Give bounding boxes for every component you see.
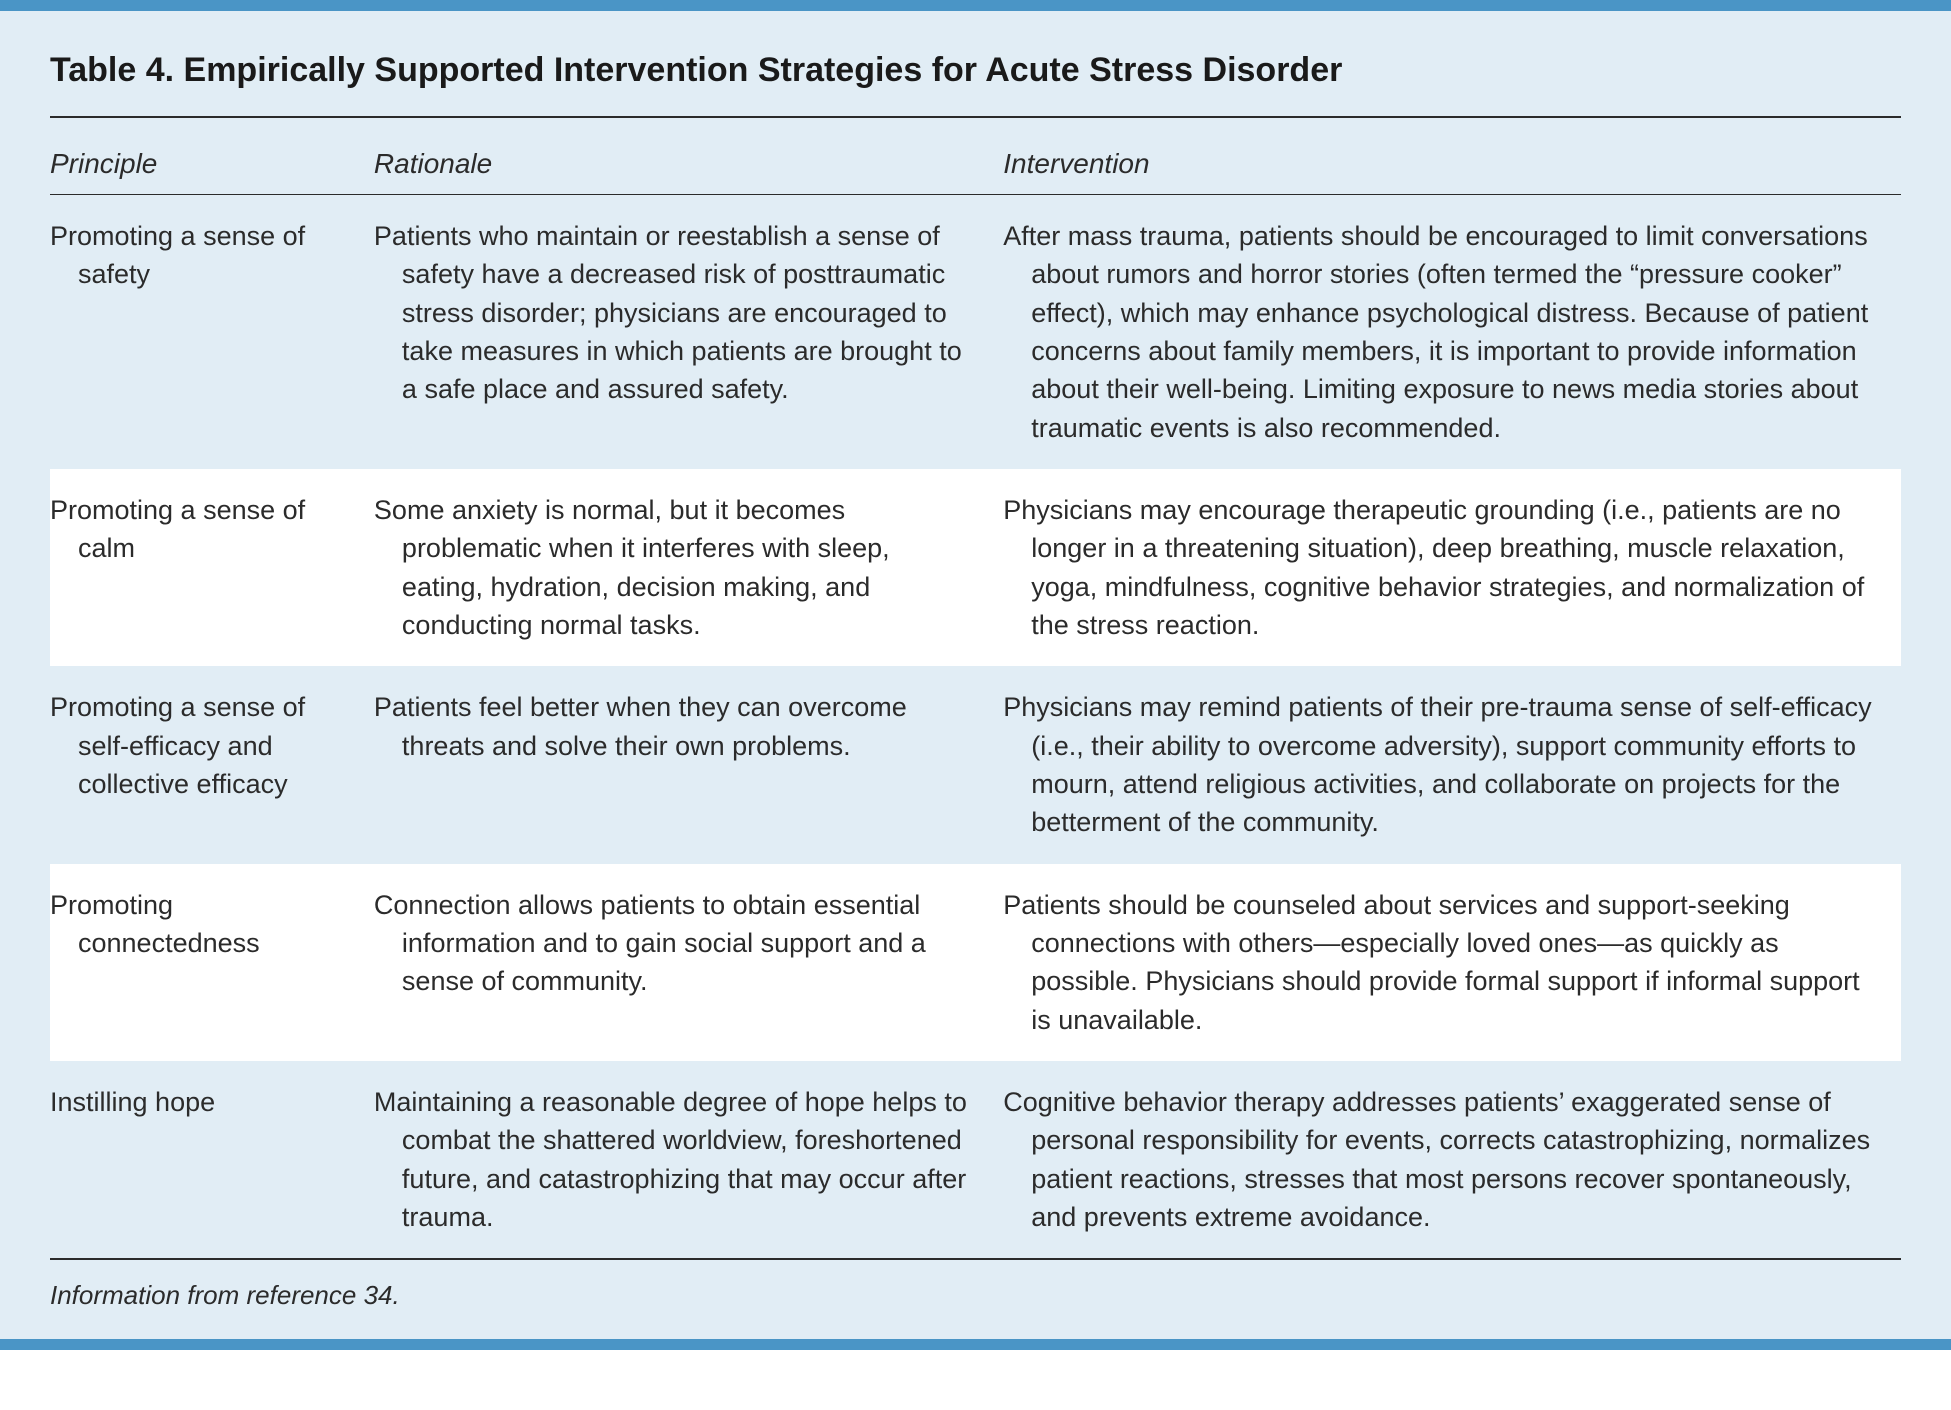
cell-text: Promoting connectedness (50, 886, 348, 963)
cell-rationale: Patients feel better when they can overc… (374, 666, 1003, 863)
table-title: Table 4. Empirically Supported Intervent… (50, 51, 1901, 118)
cell-text: Instilling hope (50, 1083, 348, 1121)
cell-intervention: Physicians may encourage therapeutic gro… (1003, 469, 1901, 666)
table-panel: Table 4. Empirically Supported Intervent… (0, 11, 1951, 1339)
cell-intervention: Cognitive behavior therapy addresses pat… (1003, 1061, 1901, 1259)
cell-text: Connection allows patients to obtain ess… (374, 886, 977, 1001)
cell-text: Cognitive behavior therapy addresses pat… (1003, 1083, 1875, 1236)
table-row: Promoting a sense of safety Patients who … (50, 195, 1901, 469)
cell-text: Maintaining a reasonable degree of hope … (374, 1083, 977, 1236)
cell-principle: Promoting a sense of safety (50, 195, 374, 469)
cell-rationale: Connection allows patients to obtain ess… (374, 864, 1003, 1061)
table-row: Promoting connectedness Connection allows… (50, 864, 1901, 1061)
table-row: Instilling hope Maintaining a reasonable … (50, 1061, 1901, 1259)
cell-text: Physicians may remind patients of their … (1003, 688, 1875, 841)
cell-text: Promoting a sense of self-efficacy and c… (50, 688, 348, 803)
cell-text: Some anxiety is normal, but it becomes p… (374, 491, 977, 644)
col-header-principle: Principle (50, 148, 374, 195)
cell-intervention: Patients should be counseled about servi… (1003, 864, 1901, 1061)
table-header-row: Principle Rationale Intervention (50, 148, 1901, 195)
cell-principle: Promoting connectedness (50, 864, 374, 1061)
cell-principle: Promoting a sense of calm (50, 469, 374, 666)
col-header-intervention: Intervention (1003, 148, 1901, 195)
cell-text: Physicians may encourage therapeutic gro… (1003, 491, 1875, 644)
table-frame: Table 4. Empirically Supported Intervent… (0, 0, 1951, 1350)
data-table: Principle Rationale Intervention Promoti… (50, 148, 1901, 1260)
col-header-rationale: Rationale (374, 148, 1003, 195)
cell-text: Patients should be counseled about servi… (1003, 886, 1875, 1039)
cell-principle: Promoting a sense of self-efficacy and c… (50, 666, 374, 863)
cell-text: Patients feel better when they can overc… (374, 688, 977, 765)
cell-principle: Instilling hope (50, 1061, 374, 1259)
cell-text: Promoting a sense of calm (50, 491, 348, 568)
table-body: Promoting a sense of safety Patients who … (50, 195, 1901, 1260)
cell-rationale: Patients who maintain or reestablish a s… (374, 195, 1003, 469)
cell-text: Promoting a sense of safety (50, 217, 348, 294)
cell-text: After mass trauma, patients should be en… (1003, 217, 1875, 447)
table-footnote: Information from reference 34. (50, 1260, 1901, 1311)
cell-rationale: Some anxiety is normal, but it becomes p… (374, 469, 1003, 666)
table-row: Promoting a sense of self-efficacy and c… (50, 666, 1901, 863)
cell-text: Patients who maintain or reestablish a s… (374, 217, 977, 409)
cell-intervention: After mass trauma, patients should be en… (1003, 195, 1901, 469)
cell-rationale: Maintaining a reasonable degree of hope … (374, 1061, 1003, 1259)
table-row: Promoting a sense of calm Some anxiety is… (50, 469, 1901, 666)
cell-intervention: Physicians may remind patients of their … (1003, 666, 1901, 863)
